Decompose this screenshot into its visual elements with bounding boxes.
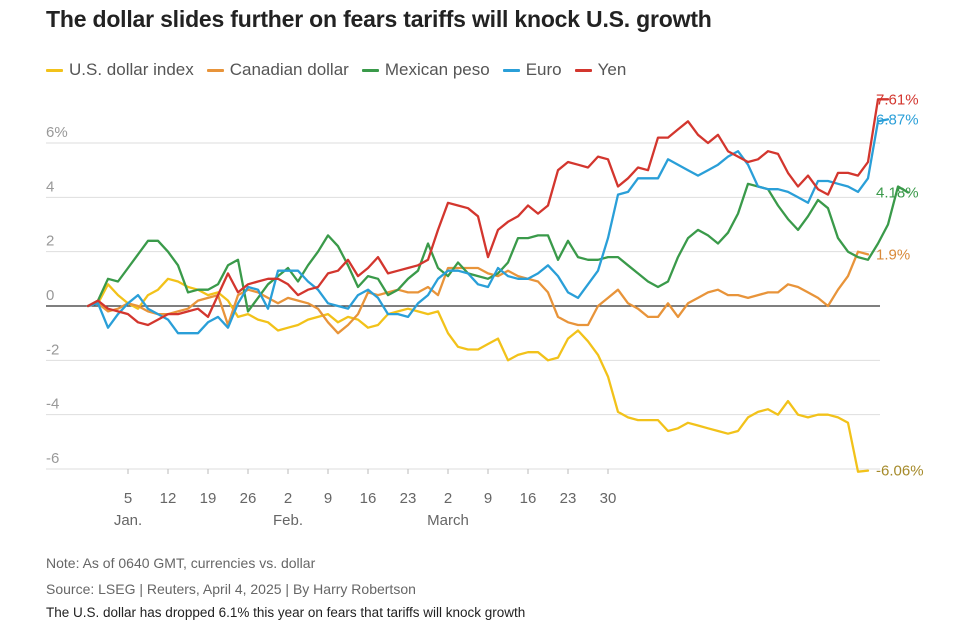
legend-item: Euro [502,60,562,80]
x-tick-label: 5 [124,490,132,507]
x-tick-label: 12 [160,490,177,507]
legend-swatch [361,68,379,72]
x-tick-label: 26 [240,490,257,507]
note-text: Note: As of 0640 GMT, currencies vs. dol… [46,555,316,571]
legend-item: Mexican peso [361,60,490,80]
legend-swatch [574,68,592,72]
x-tick-label: 23 [400,490,417,507]
month-label: Jan. [114,512,142,529]
series-line-u-s-dollar-index [86,277,870,473]
y-tick-label: -6 [46,450,59,467]
x-tick-label: 9 [484,490,492,507]
y-tick-label: 4 [46,178,54,195]
legend-label: Canadian dollar [229,60,349,79]
caption-text: The U.S. dollar has dropped 6.1% this ye… [46,605,526,620]
x-tick-label: 23 [560,490,577,507]
y-tick-label: -4 [46,396,59,413]
legend-label: Yen [597,60,627,79]
end-label: -6.06% [876,463,924,480]
legend-swatch [206,68,224,72]
end-label: 4.18% [876,184,919,201]
chart-legend: U.S. dollar index Canadian dollar Mexican … [46,60,639,80]
legend-item: Yen [574,60,627,80]
legend-swatch [46,68,63,72]
y-tick-label: 2 [46,233,54,250]
source-text: Source: LSEG | Reuters, April 4, 2025 | … [46,581,416,597]
end-label: 7.61% [876,91,919,108]
legend-swatch [502,68,520,72]
x-tick-label: 2 [444,490,452,507]
legend-label: Mexican peso [384,60,490,79]
end-label: 1.9% [876,246,910,263]
series-line-euro [86,118,890,335]
x-tick-label: 9 [324,490,332,507]
legend-label: U.S. dollar index [69,60,194,79]
legend-item: Canadian dollar [206,60,349,80]
x-tick-label: 16 [360,490,377,507]
series-line-mexican-peso [86,182,910,313]
legend-label: Euro [525,60,562,79]
x-tick-label: 30 [600,490,617,507]
x-tick-label: 16 [520,490,537,507]
x-tick-label: 19 [200,490,217,507]
month-label: Feb. [273,512,303,529]
series-line-yen [86,98,890,327]
y-tick-label: -2 [46,341,59,358]
y-tick-label: 0 [46,287,54,304]
x-tick-label: 2 [284,490,292,507]
chart-title: The dollar slides further on fears tarif… [46,6,712,32]
end-label: 6.87% [876,111,919,128]
legend-item: U.S. dollar index [46,60,194,80]
y-tick-label: 6% [46,124,68,141]
month-label: March [427,512,469,529]
